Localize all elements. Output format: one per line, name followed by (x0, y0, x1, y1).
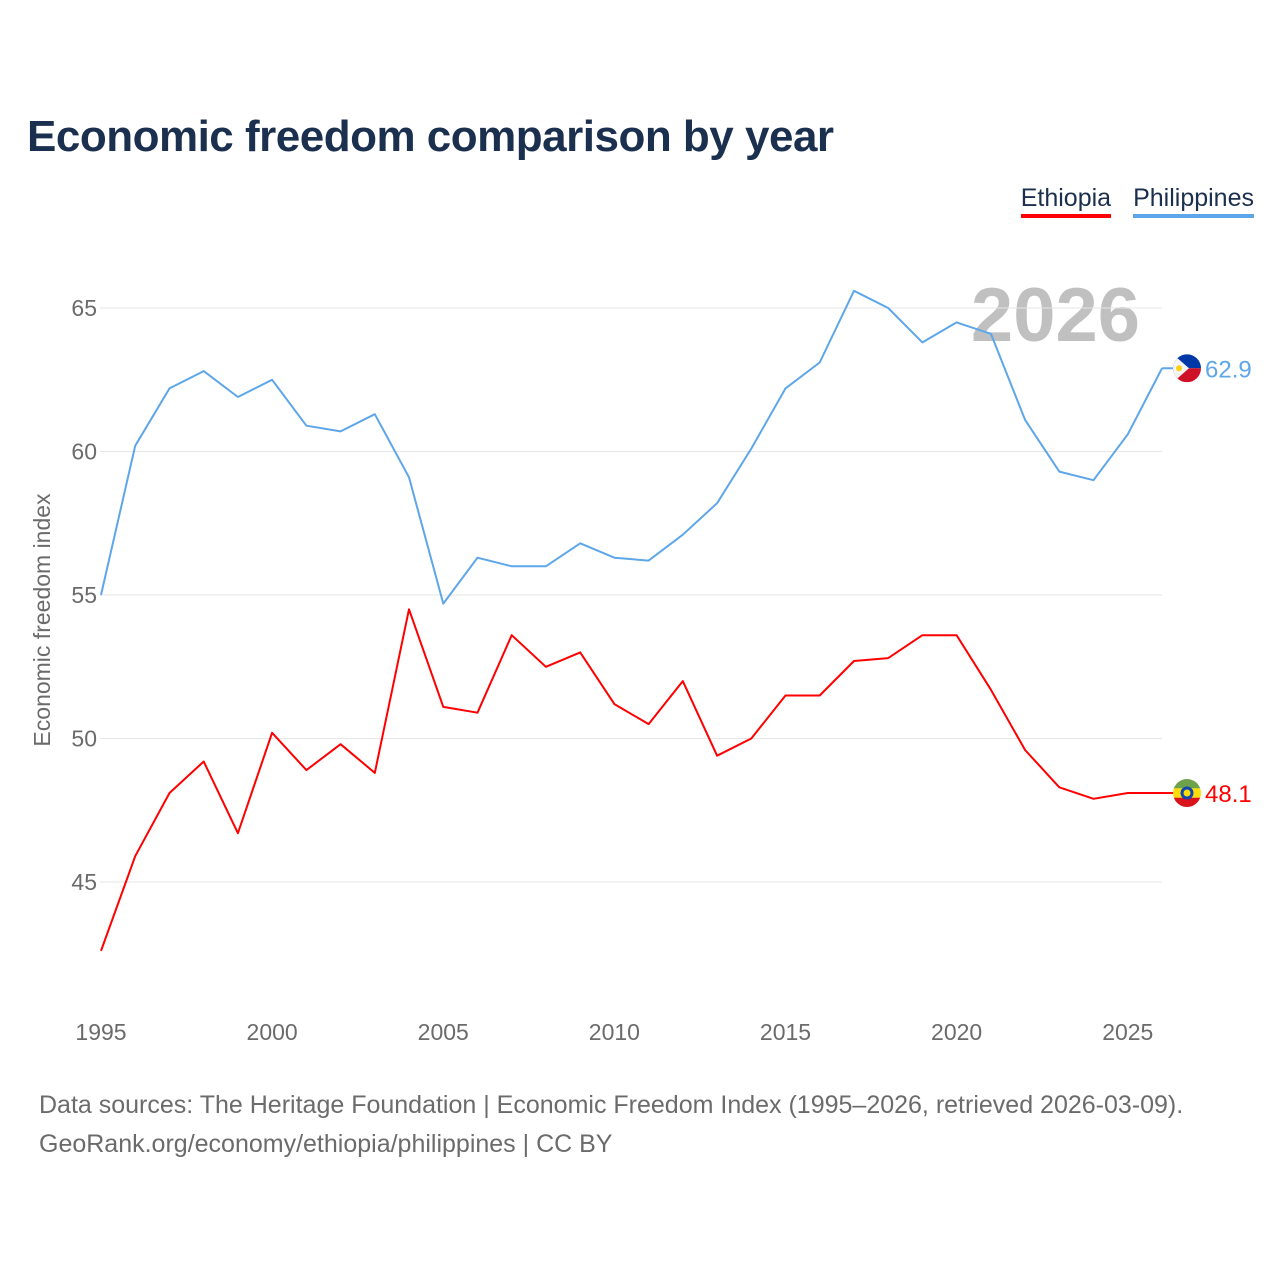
y-tick-label: 60 (71, 439, 97, 465)
legend-ethiopia[interactable]: Ethiopia (1020, 184, 1112, 218)
y-tick-label: 50 (71, 726, 97, 752)
legend: Ethiopia Philippines (1020, 184, 1254, 218)
philippines-flag-icon (1173, 354, 1201, 383)
x-tick-label: 2010 (589, 1019, 640, 1045)
x-tick-label: 1995 (75, 1019, 126, 1045)
y-tick-label: 55 (71, 582, 97, 608)
year-watermark: 2026 (971, 273, 1140, 358)
x-tick-label: 2015 (760, 1019, 811, 1045)
x-tick-label: 2000 (247, 1019, 298, 1045)
series-line-ethiopia (100, 608, 1162, 952)
legend-philippines[interactable]: Philippines (1133, 184, 1254, 218)
series-line-philippines (100, 289, 1163, 605)
y-tick-label: 45 (71, 869, 97, 895)
footer: Data sources: The Heritage Foundation | … (39, 1086, 1183, 1164)
data-source: Data sources: The Heritage Foundation | … (39, 1091, 1184, 1119)
x-tick-label: 2005 (418, 1019, 469, 1045)
x-tick-label: 2020 (931, 1019, 982, 1045)
y-axis-label: Economic freedom index (29, 493, 55, 747)
ethiopia-flag-icon (1173, 779, 1201, 808)
chart-title: Economic freedom comparison by year (27, 112, 834, 161)
y-tick-label: 65 (71, 295, 97, 321)
source-url: GeoRank.org/economy/ethiopia/philippines… (39, 1130, 613, 1158)
end-value-label-philippines: 62.9 (1205, 356, 1252, 383)
x-tick-label: 2025 (1102, 1019, 1153, 1045)
end-value-label-ethiopia: 48.1 (1205, 781, 1252, 808)
